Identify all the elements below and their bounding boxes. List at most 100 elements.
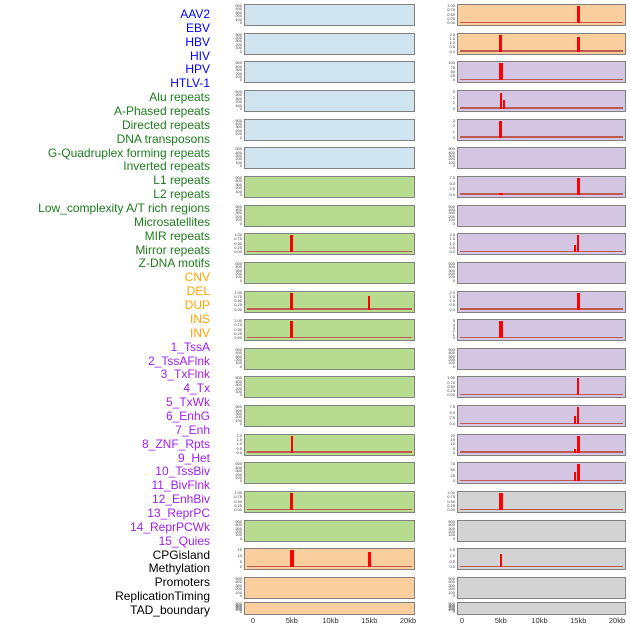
feature-track-cnv: [244, 548, 415, 571]
signal-spike: [290, 321, 294, 339]
signal-baseline: [460, 78, 623, 81]
feature-label-aav2: AAV2: [180, 7, 210, 21]
signal-baseline: [247, 565, 412, 568]
signal-spike: [576, 37, 580, 52]
y-tick-label: 2.0: [449, 232, 455, 238]
y-tick-label: 500: [448, 346, 455, 352]
y-tick-label: 1.0: [236, 441, 242, 447]
signal-baseline: [460, 250, 623, 253]
feature-track-mir-repeats: [244, 462, 415, 485]
signal-baseline: [460, 136, 623, 138]
y-tick-label: 100: [235, 73, 242, 79]
y-tick-label: 0.25: [234, 330, 242, 336]
feature-track-hbv: [244, 61, 415, 84]
y-tick-label: 100: [448, 159, 455, 165]
y-tick-label: 0: [239, 191, 242, 197]
y-tick-label: 0: [452, 220, 455, 226]
signal-spike: [502, 100, 505, 109]
feature-label-14-reprpcwk: 14_ReprPCWk: [129, 519, 210, 534]
y-tick-label: 500: [235, 117, 242, 123]
y-tick-label: 0.25: [447, 502, 455, 508]
y-tick-label: 1.5: [449, 293, 455, 299]
y-tick-label: 300: [235, 124, 242, 130]
y-tick-label: 1.00: [447, 3, 455, 8]
y-tick-label: 0.75: [234, 236, 242, 242]
feature-label-ins: INS: [189, 311, 210, 326]
feature-label-hbv: HBV: [185, 34, 210, 49]
signal-spike: [290, 292, 294, 310]
y-tick-label: 500: [235, 203, 242, 209]
feature-track-ins: [457, 4, 626, 26]
feature-track-l2-repeats: [244, 376, 415, 399]
y-tick-label: 100: [235, 16, 242, 22]
feature-label-1-tssa: 1_TssA: [170, 339, 210, 354]
feature-track-12-enhbiv: [457, 376, 626, 399]
y-tick-label: 200: [235, 385, 242, 391]
y-tick-label: 400: [448, 522, 455, 528]
signal-spike: [289, 550, 294, 568]
y-tick-label: 200: [235, 271, 242, 277]
y-tick-label: 5: [239, 558, 242, 564]
signal-spike: [574, 244, 577, 253]
y-tick-label: 300: [235, 353, 242, 359]
x-axis-tick-label: 5kb: [285, 616, 298, 625]
y-tick-label: 500: [235, 60, 242, 66]
feature-label-hiv: HIV: [189, 48, 210, 63]
y-tick-label: 100: [235, 417, 242, 423]
y-tick-label: 0.0: [449, 191, 455, 197]
signal-spike: [290, 493, 294, 511]
y-tick-label: 500: [448, 601, 455, 606]
y-tick-label: 0: [239, 48, 242, 54]
y-tick-label: 0: [452, 105, 455, 111]
feature-track-l1-repeats: [244, 347, 415, 370]
feature-label-alu-repeats: Alu repeats: [149, 90, 210, 105]
feature-label-microsatellites: Microsatellites: [133, 214, 210, 229]
feature-label-tad-boundary: TAD_boundary: [130, 602, 210, 617]
y-tick-label: 5: [452, 445, 455, 451]
y-tick-label: 0: [239, 20, 242, 25]
y-tick-label: 300: [235, 382, 242, 388]
y-tick-label: 0: [452, 134, 455, 140]
y-tick-label: 0: [452, 609, 455, 614]
y-tick-label: 1: [452, 331, 455, 337]
feature-track-8-znf-rpts: [457, 261, 626, 284]
y-tick-label: 0.5: [449, 44, 455, 50]
signal-baseline: [247, 336, 412, 339]
feature-label-del: DEL: [186, 284, 210, 299]
signal-spike: [498, 63, 503, 81]
y-tick-label: 0.75: [234, 494, 242, 500]
y-tick-label: 400: [235, 378, 242, 384]
y-tick-label: 7.5: [449, 404, 455, 410]
y-tick-label: 500: [235, 375, 242, 381]
y-tick-label: 1.00: [447, 490, 455, 496]
feature-label-directed-repeats: Directed repeats: [121, 117, 210, 132]
y-tick-label: 0: [239, 609, 242, 614]
y-tick-label: 50: [450, 68, 455, 74]
y-tick-label: 100: [448, 607, 455, 613]
y-tick-label: 100: [235, 607, 242, 613]
y-tick-label: 2.0: [236, 432, 242, 438]
feature-label-5-txwk: 5_TxWk: [165, 395, 210, 410]
y-tick-label: 300: [448, 267, 455, 273]
y-tick-label: 50: [450, 467, 455, 473]
y-tick-label: 0: [239, 593, 242, 598]
x-axis-tick-label: 20kb: [399, 616, 417, 625]
feature-track-13-reprpc: [457, 405, 626, 428]
y-tick-label: 400: [235, 464, 242, 470]
feature-label-promoters: Promoters: [154, 575, 210, 590]
y-tick-label: 100: [235, 589, 242, 595]
y-tick-label: 0: [239, 105, 242, 111]
y-tick-label: 400: [235, 602, 242, 608]
y-tick-label: 0: [239, 535, 242, 541]
y-tick-label: 0.50: [447, 11, 455, 17]
y-tick-label: 1: [452, 100, 455, 106]
feature-label-10-tssbiv: 10_TssBiv: [155, 464, 210, 479]
y-tick-label: 2: [452, 123, 455, 129]
y-tick-label: 200: [448, 271, 455, 277]
y-tick-label: 400: [235, 6, 242, 12]
y-tick-label: 2.0: [449, 289, 455, 295]
feature-track-aav2: [244, 4, 415, 26]
y-tick-label: 200: [235, 414, 242, 420]
x-axis-tick-label: 10kb: [531, 616, 548, 625]
y-tick-label: 0.75: [447, 7, 455, 13]
